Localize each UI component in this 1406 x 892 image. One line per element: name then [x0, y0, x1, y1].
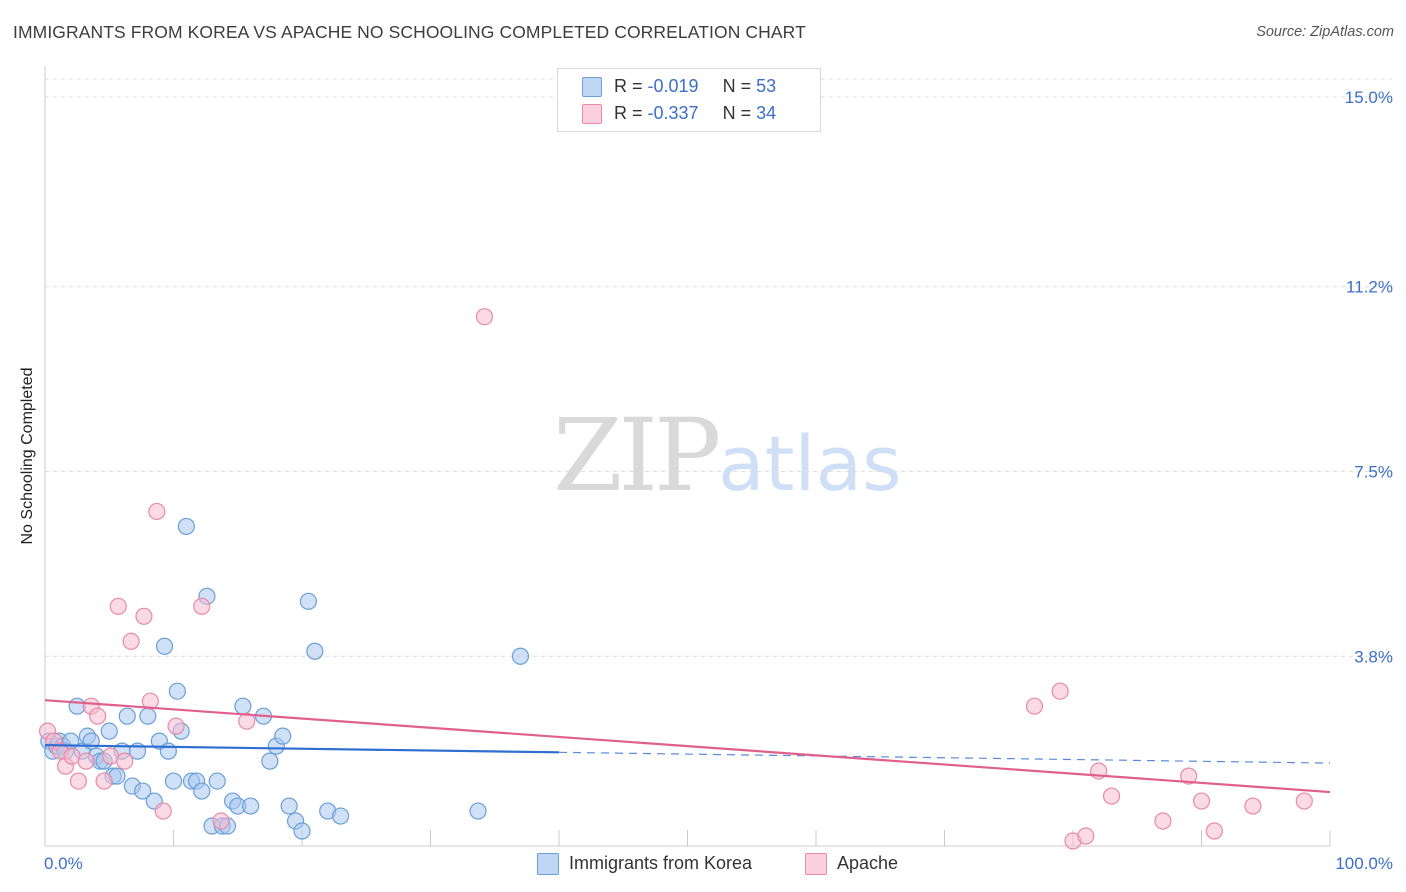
apache-point-32 — [1205, 822, 1223, 840]
legend-korea-label: Immigrants from Korea — [569, 853, 753, 873]
apache-trend-line — [44, 699, 1331, 794]
watermark-atlas: atlas — [718, 419, 902, 508]
apache-r-value: -0.337 — [647, 103, 699, 123]
chart-title: IMMIGRANTS FROM KOREA VS APACHE NO SCHOO… — [13, 22, 806, 42]
korea-point-30 — [177, 517, 195, 536]
watermark-zip: ZIP — [553, 397, 718, 514]
korea-trend-line — [44, 744, 560, 754]
apache-point-23 — [1025, 697, 1044, 715]
y-tick-label-2: 11.2% — [1346, 278, 1393, 297]
trend-lines — [44, 699, 1331, 794]
korea-r-label: R = — [614, 76, 643, 96]
apache-point-26 — [1077, 827, 1095, 845]
apache-point-17 — [154, 802, 172, 820]
tick-labels: 3.8% 7.5% 11.2% 15.0% 0.0% 100.0% — [44, 88, 1393, 873]
apache-point-15 — [141, 692, 159, 710]
apache-point-24 — [1051, 682, 1069, 700]
korea-point-28 — [168, 682, 186, 700]
apache-point-29 — [1154, 812, 1172, 830]
korea-point-14 — [100, 722, 118, 740]
apache-point-12 — [116, 752, 134, 770]
apache-point-14 — [135, 607, 153, 625]
apache-point-16 — [148, 502, 166, 521]
korea-point-26 — [159, 742, 177, 760]
korea-point-51 — [306, 642, 324, 660]
legend-apache-label: Apache — [837, 853, 899, 873]
apache-point-6 — [77, 752, 95, 770]
apache-n-label: N = — [722, 103, 752, 123]
apache-point-20 — [212, 812, 230, 830]
y-tick-label-1: 7.5% — [1354, 463, 1393, 482]
legend-korea-swatch — [537, 853, 559, 875]
apache-stats-text: R = -0.337 N = 34 — [614, 103, 776, 124]
korea-point-42 — [242, 797, 260, 815]
korea-point-50 — [299, 592, 318, 610]
watermark: ZIP atlas — [553, 397, 902, 514]
y-axis-label: No Schooling Completed — [19, 367, 36, 545]
apache-n-value: 34 — [756, 103, 777, 123]
apache-r-label: R = — [614, 103, 643, 123]
korea-point-47 — [280, 797, 298, 815]
apache-point-9 — [95, 772, 113, 790]
apache-point-8 — [89, 707, 107, 725]
x-tick-label-min: 0.0% — [44, 854, 83, 873]
korea-point-27 — [164, 772, 183, 790]
korea-point-22 — [139, 707, 157, 725]
apache-point-13 — [122, 632, 140, 650]
korea-point-33 — [193, 782, 211, 800]
apache-point-11 — [109, 597, 127, 615]
source-label: Source: ZipAtlas.com — [1256, 24, 1394, 40]
apache-point-5 — [69, 772, 88, 790]
apache-point-21 — [238, 712, 256, 730]
x-tick-label-max: 100.0% — [1335, 854, 1393, 873]
apache-swatch — [582, 104, 602, 124]
korea-point-44 — [261, 752, 279, 770]
data-points — [38, 308, 1313, 850]
korea-trend-line-extrapolated — [558, 751, 1331, 764]
korea-point-41 — [234, 697, 252, 715]
apache-point-28 — [1102, 787, 1121, 805]
korea-n-value: 53 — [756, 76, 777, 96]
korea-point-18 — [118, 707, 136, 725]
apache-point-19 — [193, 597, 211, 615]
apache-point-30 — [1180, 767, 1198, 785]
korea-point-54 — [469, 802, 487, 820]
apache-point-18 — [167, 717, 185, 735]
korea-stats-text: R = -0.019 N = 53 — [614, 76, 776, 97]
apache-point-22 — [475, 308, 494, 326]
korea-point-53 — [331, 807, 350, 825]
y-tick-label-3: 15.0% — [1345, 88, 1393, 107]
apache-point-34 — [1295, 792, 1313, 810]
y-tick-label-0: 3.8% — [1354, 647, 1393, 666]
korea-point-46 — [274, 727, 292, 745]
korea-n-label: N = — [722, 76, 752, 96]
korea-point-21 — [134, 782, 152, 800]
korea-swatch — [582, 77, 602, 97]
grid-lines — [45, 78, 1392, 657]
korea-point-25 — [155, 637, 174, 655]
legend-apache-swatch — [805, 853, 827, 875]
korea-r-value: -0.019 — [647, 76, 699, 96]
korea-point-55 — [511, 647, 530, 665]
apache-point-33 — [1244, 797, 1262, 815]
stats-legend-box: R = -0.019 N = 53 R = -0.337 N = 34 — [557, 68, 821, 132]
korea-point-36 — [208, 772, 226, 790]
korea-point-49 — [293, 822, 311, 840]
apache-point-31 — [1192, 792, 1211, 810]
